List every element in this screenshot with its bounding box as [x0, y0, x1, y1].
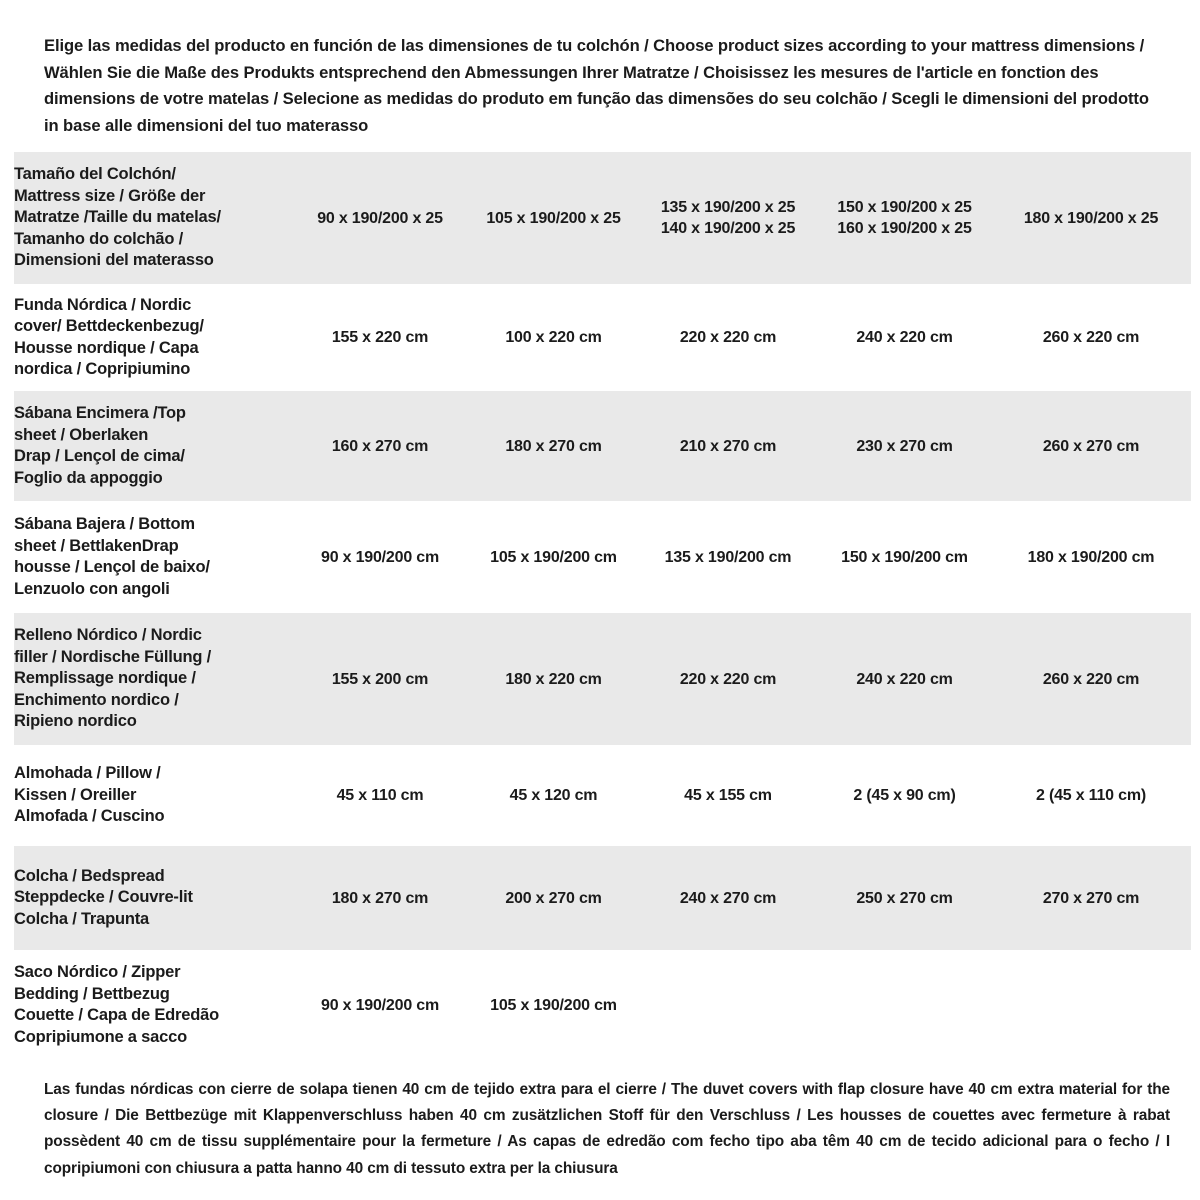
row-value: 210 x 270 cm — [679, 437, 777, 455]
row-value: 260 x 220 cm — [1042, 329, 1140, 346]
row-value: 180 x 190/200 cm — [1027, 548, 1155, 566]
header-col-3: 135 x 190/200 x 25 140 x 190/200 x 25 — [660, 199, 796, 237]
row-value: 250 x 270 cm — [856, 889, 953, 907]
row-value: 240 x 270 cm — [679, 889, 777, 907]
row-label: Sábana Encimera /Top sheet / Oberlaken D… — [14, 404, 186, 487]
row-value: 180 x 270 cm — [331, 889, 429, 907]
row-value: 45 x 120 cm — [509, 787, 598, 804]
row-value: 230 x 270 cm — [856, 437, 953, 455]
header-col-2: 105 x 190/200 x 25 — [486, 209, 621, 227]
table-row: Relleno Nórdico / Nordic filler / Nordis… — [14, 613, 1191, 745]
row-value: 2 (45 x 90 cm) — [853, 787, 956, 804]
row-value: 135 x 190/200 cm — [664, 548, 792, 566]
row-value: 200 x 270 cm — [505, 889, 602, 907]
row-value: 100 x 220 cm — [505, 329, 602, 346]
table-row: Sábana Bajera / Bottom sheet / Bettlaken… — [14, 501, 1191, 613]
row-value: 270 x 270 cm — [1042, 889, 1140, 907]
row-value: 180 x 220 cm — [505, 670, 602, 688]
header-col-1: 90 x 190/200 x 25 — [317, 209, 443, 227]
table-row: Sábana Encimera /Top sheet / Oberlaken D… — [14, 391, 1191, 501]
row-value: 155 x 200 cm — [331, 670, 429, 688]
row-value: 105 x 190/200 cm — [490, 548, 617, 566]
row-value: 240 x 220 cm — [856, 329, 953, 346]
table-row: Funda Nórdica / Nordic cover/ Bettdecken… — [14, 284, 1191, 391]
row-label: Almohada / Pillow / Kissen / Oreiller Al… — [14, 764, 165, 826]
table-header-row: Tamaño del Colchón/ Mattress size / Größ… — [14, 152, 1191, 284]
row-label: Colcha / Bedspread Steppdecke / Couvre-l… — [14, 866, 193, 928]
header-label-cell: Tamaño del Colchón/ Mattress size / Größ… — [14, 165, 221, 270]
row-label: Sábana Bajera / Bottom sheet / Bettlaken… — [14, 515, 210, 598]
row-value: 45 x 155 cm — [684, 787, 772, 804]
footnote-text: Las fundas nórdicas con cierre de solapa… — [44, 1081, 1170, 1177]
row-label: Funda Nórdica / Nordic cover/ Bettdecken… — [14, 295, 204, 379]
row-value: 260 x 270 cm — [1042, 437, 1140, 455]
row-value — [818, 950, 991, 1060]
row-value: 160 x 270 cm — [331, 437, 429, 455]
row-value: 150 x 190/200 cm — [841, 548, 968, 566]
intro-instructions: Elige las medidas del producto en funció… — [44, 36, 1149, 135]
table-row: Almohada / Pillow / Kissen / Oreiller Al… — [14, 745, 1191, 846]
header-col-4: 150 x 190/200 x 25 160 x 190/200 x 25 — [837, 199, 972, 237]
row-value: 45 x 110 cm — [336, 787, 424, 804]
row-value: 260 x 220 cm — [1042, 670, 1140, 688]
table-row: Saco Nórdico / Zipper Bedding / Bettbezu… — [14, 950, 1191, 1060]
table-row: Colcha / Bedspread Steppdecke / Couvre-l… — [14, 846, 1191, 950]
row-value: 2 (45 x 110 cm) — [1036, 787, 1146, 804]
row-value: 105 x 190/200 cm — [490, 996, 617, 1014]
row-value: 220 x 220 cm — [679, 329, 777, 346]
row-label: Saco Nórdico / Zipper Bedding / Bettbezu… — [14, 963, 219, 1046]
row-value: 90 x 190/200 cm — [321, 996, 439, 1014]
row-value: 240 x 220 cm — [856, 670, 953, 688]
row-value: 90 x 190/200 cm — [321, 548, 439, 566]
row-value — [991, 950, 1191, 1060]
row-value: 220 x 220 cm — [679, 670, 777, 688]
header-col-5: 180 x 190/200 x 25 — [1023, 209, 1159, 227]
mattress-size-table: Tamaño del Colchón/ Mattress size / Größ… — [14, 152, 1191, 1060]
row-label: Relleno Nórdico / Nordic filler / Nordis… — [14, 626, 212, 731]
row-value: 155 x 220 cm — [331, 329, 429, 346]
row-value: 180 x 270 cm — [505, 437, 602, 455]
row-value — [638, 950, 818, 1060]
